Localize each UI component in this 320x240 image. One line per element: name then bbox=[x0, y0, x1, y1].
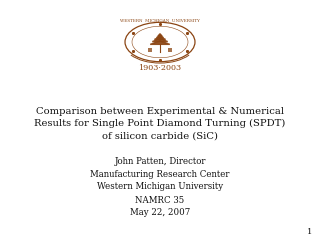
Polygon shape bbox=[156, 35, 164, 38]
Bar bbox=[148, 48, 152, 52]
Text: John Patten, Director
Manufacturing Research Center
Western Michigan University: John Patten, Director Manufacturing Rese… bbox=[90, 157, 230, 191]
Text: NAMRC 35
May 22, 2007: NAMRC 35 May 22, 2007 bbox=[130, 196, 190, 217]
Polygon shape bbox=[155, 37, 165, 39]
Text: 1903·2003: 1903·2003 bbox=[139, 64, 181, 72]
Polygon shape bbox=[150, 41, 170, 44]
Polygon shape bbox=[152, 38, 168, 42]
Bar bbox=[168, 48, 172, 52]
Text: WESTERN  MICHIGAN  UNIVERSITY: WESTERN MICHIGAN UNIVERSITY bbox=[120, 19, 200, 23]
Text: Comparison between Experimental & Numerical
Results for Single Point Diamond Tur: Comparison between Experimental & Numeri… bbox=[34, 107, 286, 140]
Text: 1: 1 bbox=[307, 228, 312, 236]
Polygon shape bbox=[158, 34, 162, 36]
